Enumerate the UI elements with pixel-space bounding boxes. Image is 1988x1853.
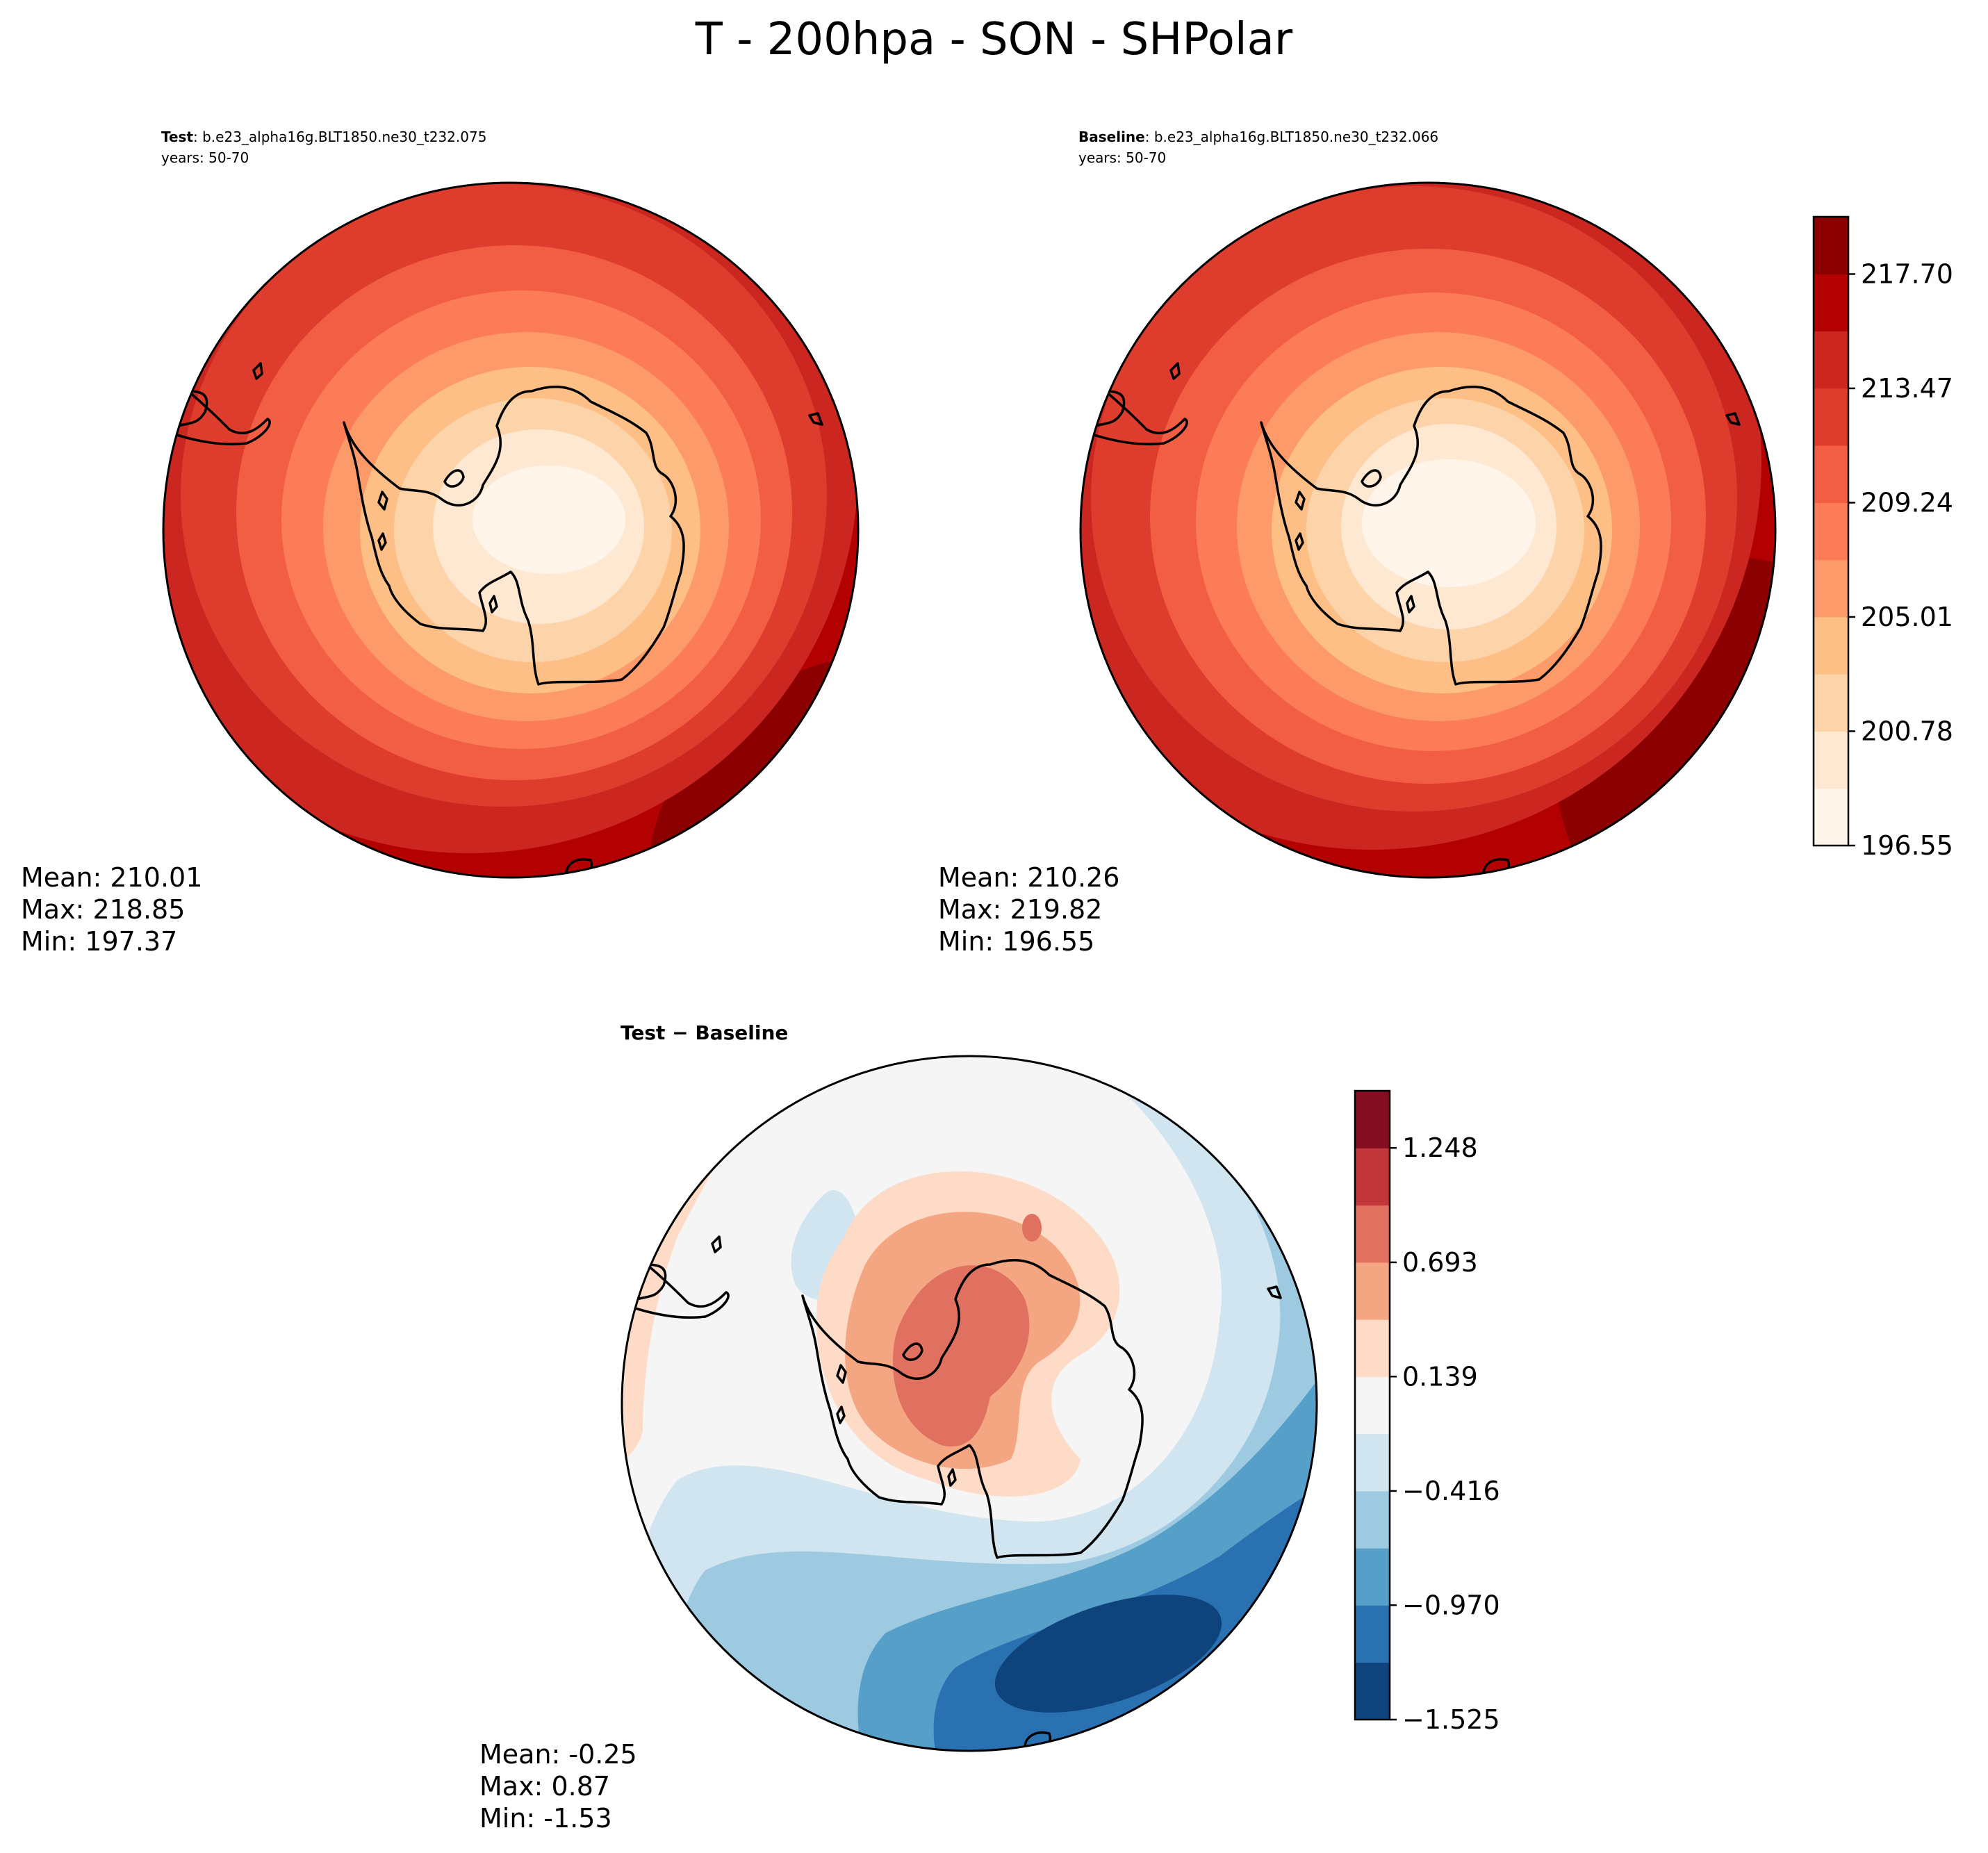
abs-colorbar: 196.55 200.78 205.01 209.24 213.47 217.70 bbox=[1812, 215, 1953, 861]
abs-colorbar-segment bbox=[1814, 559, 1848, 618]
diff-colorbar-tick-label: −0.970 bbox=[1402, 1590, 1500, 1620]
baseline-min: Min: 196.55 bbox=[938, 926, 1095, 957]
abs-colorbar-segment bbox=[1814, 274, 1848, 332]
diff-colorbar-tick-label: −1.525 bbox=[1402, 1704, 1500, 1735]
abs-colorbar-tick-label: 205.01 bbox=[1861, 602, 1953, 632]
abs-colorbar-tick-label: 217.70 bbox=[1861, 258, 1953, 289]
test-years: years: 50-70 bbox=[161, 149, 249, 166]
contour-band bbox=[1022, 1214, 1042, 1242]
diff-min: Min: -1.53 bbox=[479, 1803, 612, 1834]
baseline-header: Baseline: b.e23_alpha16g.BLT1850.ne30_t2… bbox=[1078, 126, 1438, 168]
test-min: Min: 197.37 bbox=[21, 926, 178, 957]
diff-colorbar-frame bbox=[1354, 1089, 1391, 1721]
diff-colorbar-tick-label: 0.693 bbox=[1402, 1247, 1478, 1278]
baseline-map bbox=[1079, 181, 1777, 879]
test-label: Test bbox=[161, 129, 194, 145]
abs-colorbar-segment bbox=[1814, 502, 1848, 561]
test-max: Max: 218.85 bbox=[21, 894, 186, 925]
abs-colorbar-segment bbox=[1814, 616, 1848, 675]
abs-colorbar-segment bbox=[1814, 445, 1848, 503]
diff-colorbar-segment bbox=[1355, 1091, 1390, 1148]
abs-colorbar-tick-label: 196.55 bbox=[1861, 830, 1953, 861]
baseline-stats: Mean: 210.26 Max: 219.82 Min: 196.55 bbox=[938, 862, 1119, 957]
abs-colorbar-frame bbox=[1812, 215, 1850, 847]
diff-colorbar-segment bbox=[1355, 1605, 1390, 1663]
diff-colorbar-segment bbox=[1355, 1205, 1390, 1263]
diff-colorbar-tick-label: 0.139 bbox=[1402, 1361, 1478, 1392]
diff-colorbar-segment bbox=[1355, 1490, 1390, 1549]
map-boundary bbox=[1079, 181, 1777, 879]
abs-colorbar-tick-label: 213.47 bbox=[1861, 373, 1953, 404]
map-boundary bbox=[621, 1055, 1318, 1752]
contour-band bbox=[994, 1595, 1222, 1713]
map-boundary bbox=[162, 181, 860, 879]
diff-colorbar-segment bbox=[1355, 1548, 1390, 1606]
baseline-case-name: : b.e23_alpha16g.BLT1850.ne30_t232.066 bbox=[1144, 129, 1439, 145]
diff-colorbar: −1.525 −0.970 −0.416 0.139 0.693 1.248 bbox=[1354, 1089, 1500, 1735]
diff-colorbar-segment bbox=[1355, 1262, 1390, 1320]
diff-colorbar-tick-label: −0.416 bbox=[1402, 1476, 1500, 1506]
abs-colorbar-segment bbox=[1814, 331, 1848, 389]
abs-colorbar-segment bbox=[1814, 731, 1848, 789]
baseline-max: Max: 219.82 bbox=[938, 894, 1103, 925]
diff-colorbar-segment bbox=[1355, 1148, 1390, 1206]
baseline-years: years: 50-70 bbox=[1078, 149, 1167, 166]
test-stats: Mean: 210.01 Max: 218.85 Min: 197.37 bbox=[21, 862, 202, 957]
test-map bbox=[162, 181, 860, 879]
diff-colorbar-segment bbox=[1355, 1319, 1390, 1377]
diff-colorbar-segment bbox=[1355, 1433, 1390, 1492]
contour-band bbox=[473, 466, 625, 574]
baseline-label: Baseline bbox=[1078, 129, 1145, 145]
abs-colorbar-tick-label: 209.24 bbox=[1861, 487, 1953, 518]
test-header: Test: b.e23_alpha16g.BLT1850.ne30_t232.0… bbox=[161, 126, 486, 168]
diff-max: Max: 0.87 bbox=[479, 1771, 611, 1802]
abs-colorbar-segment bbox=[1814, 388, 1848, 446]
baseline-mean: Mean: 210.26 bbox=[938, 862, 1120, 893]
contour-band bbox=[893, 1265, 1030, 1447]
diff-colorbar-tick-label: 1.248 bbox=[1402, 1133, 1478, 1163]
abs-colorbar-segment bbox=[1814, 788, 1848, 846]
contour-band bbox=[1362, 459, 1536, 587]
diff-stats: Mean: -0.25 Max: 0.87 Min: -1.53 bbox=[479, 1738, 637, 1834]
contour-band bbox=[622, 1098, 740, 1468]
abs-colorbar-segment bbox=[1814, 217, 1848, 274]
diff-mean: Mean: -0.25 bbox=[479, 1739, 637, 1770]
abs-colorbar-tick-label: 200.78 bbox=[1861, 716, 1953, 746]
abs-colorbar-segment bbox=[1814, 674, 1848, 732]
test-case-name: : b.e23_alpha16g.BLT1850.ne30_t232.075 bbox=[193, 129, 487, 145]
diff-colorbar-segment bbox=[1355, 1376, 1390, 1435]
diff-title: Test − Baseline bbox=[621, 1021, 789, 1044]
figure-title: T - 200hpa - SON - SHPolar bbox=[695, 14, 1293, 65]
test-mean: Mean: 210.01 bbox=[21, 862, 203, 893]
diff-colorbar-segment bbox=[1355, 1662, 1390, 1720]
diff-map bbox=[621, 1055, 1318, 1752]
